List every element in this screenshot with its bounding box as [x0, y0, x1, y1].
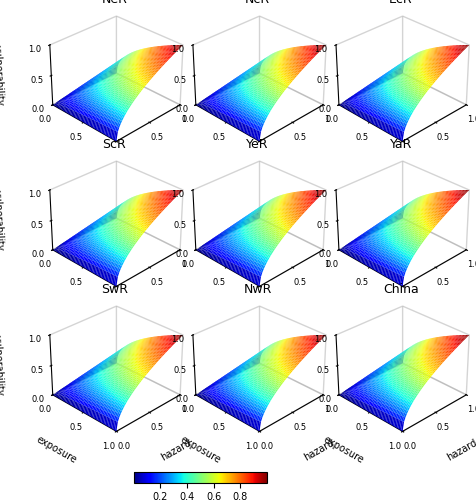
Y-axis label: exposure: exposure: [320, 434, 364, 466]
Title: ScR: ScR: [102, 138, 126, 151]
Title: YeR: YeR: [246, 138, 268, 151]
Title: SwR: SwR: [101, 283, 128, 296]
Y-axis label: exposure: exposure: [35, 434, 79, 466]
Title: NwR: NwR: [243, 283, 271, 296]
X-axis label: hazard: hazard: [444, 438, 476, 462]
Title: China: China: [382, 283, 417, 296]
Y-axis label: exposure: exposure: [178, 434, 221, 466]
Title: NeR: NeR: [101, 0, 127, 6]
X-axis label: hazard: hazard: [301, 438, 335, 462]
Title: YaR: YaR: [389, 138, 411, 151]
X-axis label: hazard: hazard: [159, 438, 192, 462]
Title: NcR: NcR: [245, 0, 269, 6]
Title: EcR: EcR: [388, 0, 412, 6]
